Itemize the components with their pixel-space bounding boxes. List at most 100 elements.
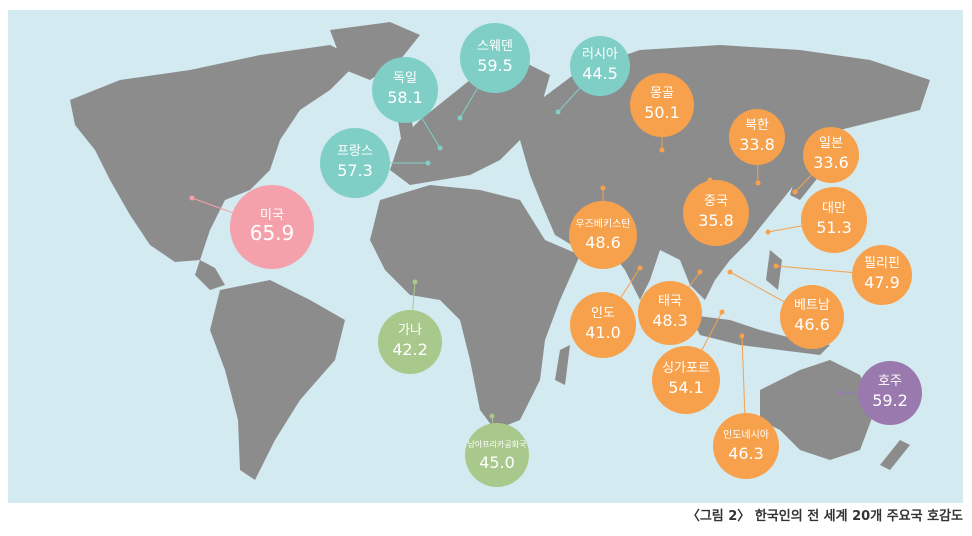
- southeast-asia-islands: [690, 315, 830, 355]
- bubble: [729, 109, 785, 165]
- country-value: 48.6: [585, 233, 621, 252]
- country-name: 일본: [819, 136, 843, 151]
- bubble: [803, 127, 859, 183]
- south-america: [210, 280, 345, 480]
- country-bubble: 남아프리카공화국 45.0: [465, 423, 529, 487]
- caption: 〈그림 2〉 한국인의 전 세계 20개 주요국 호감도: [687, 508, 963, 524]
- greenland: [330, 22, 420, 80]
- bubble: [460, 23, 530, 93]
- country-value: 59.2: [872, 391, 908, 410]
- country-bubble: 태국 48.3: [638, 281, 702, 345]
- bubble: [858, 361, 922, 425]
- country-name: 인도네시아: [723, 429, 769, 441]
- country-value: 50.1: [644, 103, 680, 122]
- location-dot: [727, 269, 733, 275]
- central-america: [195, 260, 225, 290]
- location-dot: [189, 195, 195, 201]
- bubble: [320, 128, 390, 198]
- country-value: 47.9: [864, 273, 900, 292]
- country-name: 태국: [658, 294, 682, 309]
- country-name: 중국: [704, 194, 728, 209]
- madagascar: [555, 345, 570, 385]
- bubble: [570, 292, 636, 358]
- country-bubble: 스웨덴 59.5: [460, 23, 530, 93]
- europe: [390, 60, 550, 185]
- bubble: [570, 36, 630, 96]
- country-bubble: 일본 33.6: [803, 127, 859, 183]
- country-value: 33.6: [813, 153, 849, 172]
- location-dot: [659, 147, 665, 153]
- location-dot: [425, 160, 431, 166]
- new-zealand: [880, 440, 910, 470]
- country-name: 미국: [260, 208, 284, 223]
- bubble: [713, 413, 779, 479]
- location-dot: [697, 269, 703, 275]
- country-bubble: 인도 41.0: [570, 292, 636, 358]
- country-value: 45.0: [479, 453, 515, 472]
- country-value: 46.6: [794, 315, 830, 334]
- location-dot: [555, 109, 561, 115]
- country-name: 대만: [822, 201, 846, 216]
- country-name: 싱가포르: [662, 361, 710, 376]
- north-america: [70, 45, 360, 262]
- country-value: 33.8: [739, 135, 775, 154]
- country-bubble: 베트남 46.6: [780, 285, 844, 349]
- country-value: 44.5: [582, 64, 618, 83]
- country-value: 35.8: [698, 211, 734, 230]
- country-value: 65.9: [250, 221, 295, 245]
- country-name: 남아프리카공화국: [468, 439, 527, 449]
- country-name: 몽골: [650, 86, 674, 101]
- country-bubble: 우즈베키스탄 48.6: [569, 201, 637, 269]
- bubble: [630, 73, 694, 137]
- country-name: 가나: [398, 323, 422, 338]
- location-dot: [457, 115, 463, 121]
- country-bubble: 가나 42.2: [378, 310, 442, 374]
- country-bubble: 대만 51.3: [801, 187, 867, 253]
- country-name: 우즈베키스탄: [575, 218, 630, 230]
- country-name: 프랑스: [337, 144, 373, 159]
- location-dot: [765, 229, 771, 235]
- location-dot: [755, 180, 761, 186]
- country-bubble: 필리핀 47.9: [852, 245, 912, 305]
- location-dot: [600, 185, 606, 191]
- country-bubble: 호주 59.2: [858, 361, 922, 425]
- country-bubble: 독일 58.1: [372, 57, 438, 123]
- country-value: 59.5: [477, 56, 513, 75]
- country-value: 57.3: [337, 161, 373, 180]
- location-dot: [837, 390, 843, 396]
- country-bubble: 러시아 44.5: [570, 36, 630, 96]
- bubble: [638, 281, 702, 345]
- country-value: 46.3: [728, 444, 764, 463]
- country-value: 48.3: [652, 311, 688, 330]
- country-name: 인도: [591, 306, 615, 321]
- bubble: [465, 423, 529, 487]
- location-dot: [489, 413, 495, 419]
- country-value: 51.3: [816, 218, 852, 237]
- bubble: [569, 201, 637, 269]
- country-value: 41.0: [585, 323, 621, 342]
- country-name: 북한: [745, 118, 769, 133]
- country-bubble: 북한 33.8: [729, 109, 785, 165]
- location-dot: [637, 265, 643, 271]
- country-bubble: 인도네시아 46.3: [713, 413, 779, 479]
- bubble: [683, 180, 749, 246]
- country-name: 베트남: [794, 298, 830, 313]
- location-dot: [719, 309, 725, 315]
- country-name: 필리핀: [864, 256, 900, 271]
- bubble: [378, 310, 442, 374]
- country-name: 호주: [878, 374, 902, 389]
- bubble: [652, 346, 720, 414]
- country-name: 러시아: [582, 47, 618, 62]
- country-bubble: 중국 35.8: [683, 180, 749, 246]
- bubble: [852, 245, 912, 305]
- bubble: [801, 187, 867, 253]
- location-dot: [739, 333, 745, 339]
- location-dot: [773, 263, 779, 269]
- location-dot: [437, 145, 443, 151]
- location-dot: [792, 189, 798, 195]
- country-value: 58.1: [387, 88, 423, 107]
- australia: [760, 360, 875, 460]
- country-value: 42.2: [392, 340, 428, 359]
- bubble: [230, 185, 314, 269]
